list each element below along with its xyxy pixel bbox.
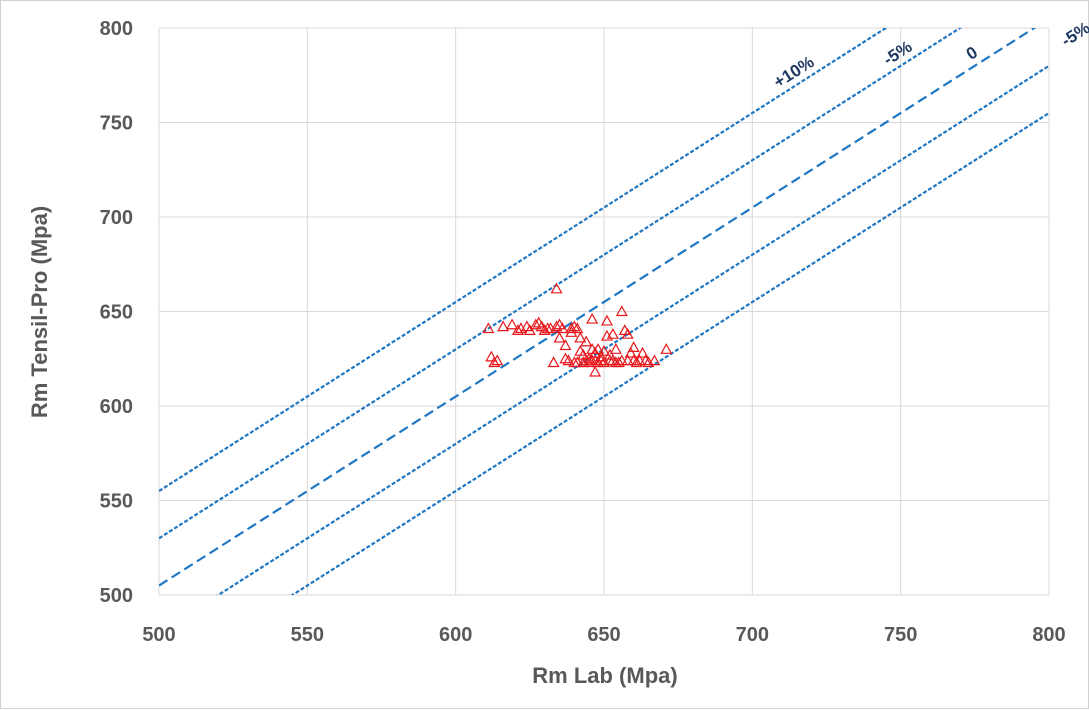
data-point — [615, 354, 628, 366]
data-point — [627, 354, 640, 366]
data-point — [577, 356, 590, 368]
data-point — [612, 356, 625, 368]
data-point — [606, 354, 619, 366]
reference-line — [216, 64, 1049, 595]
data-point — [636, 346, 649, 358]
data-point — [609, 343, 622, 354]
data-point — [550, 282, 563, 294]
data-point — [583, 352, 596, 364]
data-point — [550, 320, 563, 332]
data-point — [621, 327, 634, 339]
data-point — [559, 339, 572, 351]
reference-line — [159, 28, 888, 492]
x-tick-label: 500 — [142, 624, 175, 646]
data-point — [482, 322, 495, 334]
data-point — [639, 354, 652, 366]
data-point — [589, 354, 602, 366]
y-tick-label: 600 — [100, 396, 133, 418]
data-point — [562, 354, 575, 366]
y-tick-label: 650 — [100, 302, 133, 324]
x-tick-label: 750 — [884, 624, 917, 646]
y-tick-label: 500 — [100, 585, 133, 607]
data-point — [571, 356, 584, 368]
data-point — [627, 341, 640, 353]
reference-line — [159, 28, 1037, 587]
data-point — [565, 322, 578, 334]
data-point — [485, 350, 498, 362]
data-point — [523, 324, 536, 335]
data-point — [615, 305, 628, 317]
data-point — [571, 322, 584, 334]
reference-line — [290, 112, 1049, 595]
y-tick-label: 800 — [100, 18, 133, 40]
data-point — [580, 335, 593, 347]
reference-line-label: -5% — [880, 37, 916, 69]
data-point — [511, 324, 524, 335]
data-point — [506, 318, 519, 330]
data-point — [595, 354, 608, 366]
data-point — [491, 354, 504, 366]
data-point — [660, 343, 673, 354]
data-point — [553, 331, 566, 343]
x-axis-title: Rm Lab (Mpa) — [532, 663, 677, 688]
data-point — [589, 365, 602, 377]
data-point — [580, 354, 593, 366]
y-tick-label: 750 — [100, 113, 133, 135]
data-point — [565, 326, 578, 337]
data-point — [592, 343, 605, 354]
data-point — [595, 350, 608, 362]
data-point — [488, 356, 501, 368]
reference-lines — [159, 28, 1049, 595]
data-point — [648, 354, 661, 366]
x-axis-ticks: 500 550 600 650 700 750 800 — [142, 624, 1065, 646]
data-point — [568, 320, 581, 332]
x-tick-label: 650 — [587, 624, 620, 646]
data-point — [600, 314, 613, 326]
y-axis-title: Rm Tensil-Pro (Mpa) — [27, 206, 52, 418]
y-tick-label: 700 — [100, 207, 133, 229]
data-point — [603, 348, 616, 360]
y-axis-ticks: 500 550 600 650 700 750 800 — [100, 18, 133, 607]
grid — [158, 27, 1050, 596]
data-point — [592, 356, 605, 368]
data-point — [529, 318, 542, 330]
y-tick-label: 550 — [100, 491, 133, 513]
data-point — [589, 346, 602, 358]
x-tick-label: 700 — [736, 624, 769, 646]
data-points — [482, 282, 673, 377]
data-point — [597, 344, 611, 356]
data-point — [556, 322, 569, 334]
data-point — [606, 327, 619, 339]
reference-line-label: -5% — [1058, 18, 1089, 50]
data-point — [624, 346, 637, 358]
data-point — [633, 354, 646, 366]
data-point — [577, 348, 590, 360]
data-point — [497, 320, 510, 332]
data-point — [586, 312, 599, 324]
data-point — [621, 354, 634, 366]
data-point — [559, 352, 572, 364]
reference-line-label: 0 — [963, 43, 981, 64]
data-point — [630, 356, 643, 368]
x-tick-label: 600 — [439, 624, 472, 646]
data-point — [547, 356, 560, 368]
x-tick-label: 800 — [1032, 624, 1065, 646]
data-point — [574, 331, 587, 343]
x-tick-label: 550 — [291, 624, 324, 646]
reference-line — [159, 28, 963, 540]
